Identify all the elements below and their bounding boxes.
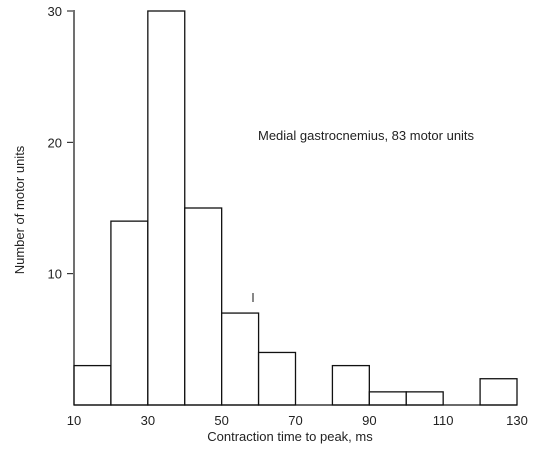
histogram-bar-60-70: [257, 351, 297, 406]
histogram-bar-100-110: [405, 391, 444, 406]
histogram-bar-10-20: [73, 364, 112, 406]
bars-layer: [73, 10, 518, 406]
x-tick-label-70: 70: [288, 413, 302, 428]
histogram-bar-80-90: [331, 364, 370, 406]
y-axis-title: Number of motor units: [12, 145, 27, 274]
x-tick-label-50: 50: [214, 413, 228, 428]
histogram-bar-50-60: [221, 312, 260, 406]
y-tick-label-30: 30: [48, 4, 62, 19]
x-tick-label-130: 130: [506, 413, 528, 428]
x-ticks-layer: 10 30 50 70 90 110 130: [67, 413, 528, 428]
x-tick-label-110: 110: [433, 413, 454, 428]
histogram-bar-20-30: [110, 220, 149, 406]
chart-annotation: Medial gastrocnemius, 83 motor units: [258, 128, 475, 143]
y-tick-label-20: 20: [48, 135, 62, 150]
y-ticks-layer: 10 20 30: [48, 4, 73, 282]
x-tick-label-10: 10: [67, 413, 81, 428]
x-tick-label-90: 90: [362, 413, 376, 428]
histogram-bar-120-130: [479, 378, 518, 406]
y-tick-label-10: 10: [48, 267, 62, 282]
x-axis-title: Contraction time to peak, ms: [207, 429, 373, 444]
histogram-bar-40-50: [184, 207, 223, 406]
x-tick-label-30: 30: [141, 413, 155, 428]
histogram-bar-30-40: [147, 10, 186, 406]
histogram-bar-90-100: [368, 391, 407, 406]
